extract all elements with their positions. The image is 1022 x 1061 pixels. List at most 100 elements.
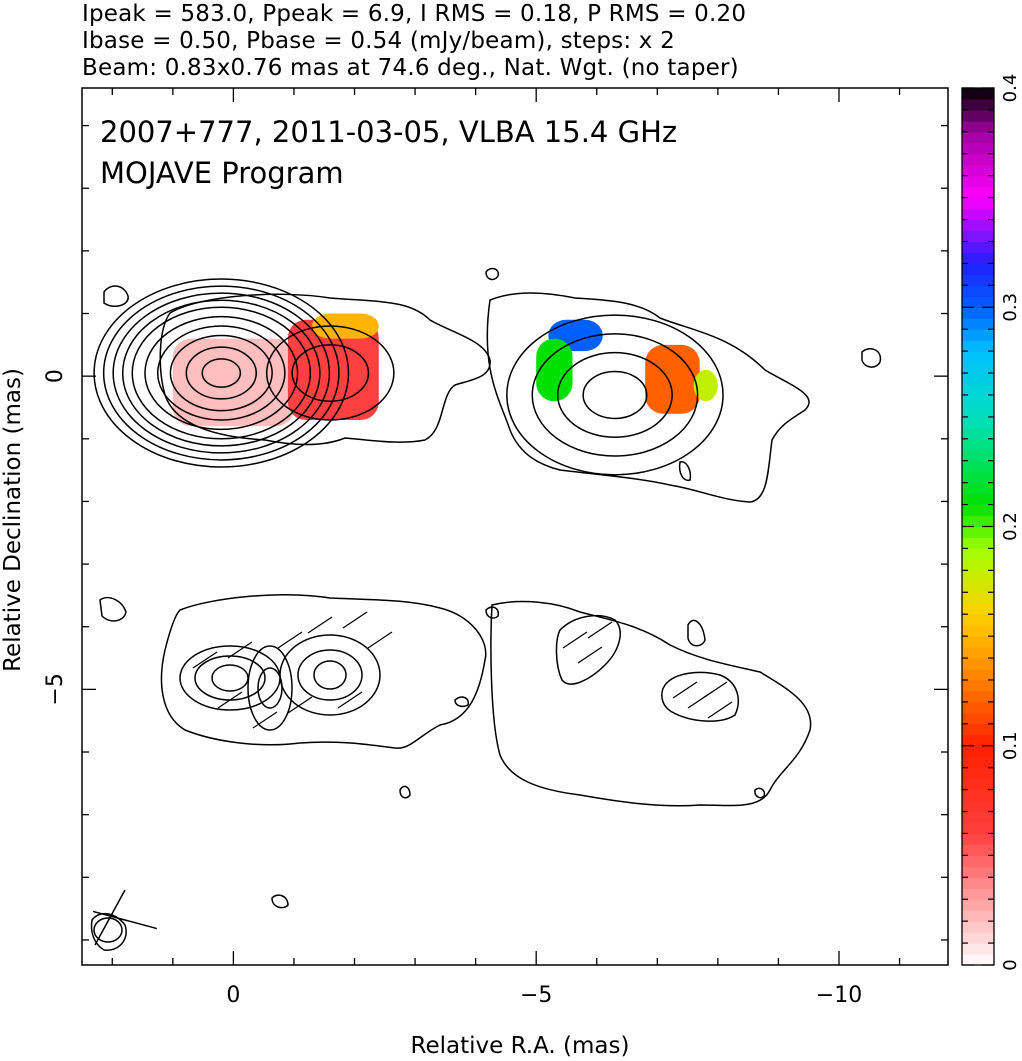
colorbar-step <box>962 669 994 681</box>
colorbar-step <box>962 142 994 155</box>
evpa-tick-16 <box>707 701 733 719</box>
lower-small-2 <box>485 606 500 619</box>
colorbar-step <box>962 603 994 615</box>
colorbar-step <box>962 855 994 867</box>
colorbar-step <box>962 658 994 670</box>
lower-small-9 <box>754 787 766 799</box>
colorbar-step <box>962 438 994 451</box>
colorbar-step <box>962 120 994 133</box>
lower-left-knot-1-mid <box>194 655 266 701</box>
pol-patch-1 <box>287 319 379 421</box>
colorbar-step <box>962 954 994 966</box>
stokes-contour-0-8 <box>102 285 340 461</box>
colorbar-step <box>962 581 994 593</box>
colorbar-step <box>962 833 994 846</box>
colorbar-step <box>962 394 994 407</box>
stokes-contour-0-1 <box>185 346 258 400</box>
beam-cross-a <box>94 889 126 946</box>
pol-patch-4 <box>536 338 573 402</box>
colorbar-step <box>962 131 994 144</box>
stokes-contour-0-5 <box>131 306 312 440</box>
evpa-tick-12 <box>587 621 613 639</box>
colorbar-step <box>962 109 994 122</box>
colorbar-step <box>962 921 994 933</box>
colorbar-step <box>962 383 994 396</box>
colorbar-step <box>962 570 994 582</box>
west-blob-contour <box>861 348 882 368</box>
colorbar-step <box>962 329 994 341</box>
colorbar-step <box>962 471 994 484</box>
colorbar-step <box>962 800 994 813</box>
colorbar-step <box>962 405 994 418</box>
axes-labels: 0 −5 −10 0 −5 <box>43 369 862 1008</box>
lower-small-3 <box>687 619 706 647</box>
colorbar-step <box>962 877 994 889</box>
colorbar-step <box>962 548 994 560</box>
east-blob-contour <box>103 285 129 307</box>
colorbar-step <box>962 910 994 922</box>
colorbar-step <box>962 449 994 462</box>
colorbar-step <box>962 723 994 736</box>
colorbar-step <box>962 296 994 308</box>
header-line-1: Ipeak = 583.0, Ppeak = 6.9, I RMS = 0.18… <box>82 1 747 27</box>
evpa-tick-2 <box>277 631 303 649</box>
colorbar-step <box>962 318 994 330</box>
colorbar-step <box>962 427 994 440</box>
polarization-fraction-layer <box>172 313 718 427</box>
colorbar-step <box>962 767 994 780</box>
colorbar-step <box>962 285 994 297</box>
colorbar-step <box>962 866 994 878</box>
colorbar-step <box>962 362 994 374</box>
colorbar-step <box>962 493 994 506</box>
stokes-contour-0-2 <box>169 334 273 412</box>
lower-left-knot-3-inner <box>313 660 347 690</box>
stokes-contour-1-0 <box>291 344 370 402</box>
colorbar-step <box>962 208 994 221</box>
stokes-contour-0-9 <box>93 278 350 468</box>
stokes-contour-2-0 <box>582 370 648 420</box>
header-line-3: Beam: 0.83x0.76 mas at 74.6 deg., Nat. W… <box>82 55 739 81</box>
pol-patch-0 <box>172 338 294 427</box>
pol-patch-5 <box>645 344 700 414</box>
small-ring-contour <box>485 267 499 281</box>
colorbar-step <box>962 175 994 188</box>
lower-small-1 <box>99 596 127 622</box>
x-axis-label: Relative R.A. (mas) <box>411 1033 630 1059</box>
y-tick-label: 0 <box>43 369 68 383</box>
colorbar-step <box>962 186 994 199</box>
lower-left-knot-3-outer <box>279 634 381 716</box>
colorbar-step <box>962 526 994 539</box>
colorbar-step <box>962 822 994 835</box>
stokes-contour-2-1 <box>556 351 673 438</box>
jet-outer-contour <box>486 292 810 503</box>
evpa-tick-8 <box>287 696 313 714</box>
y-axis-label: Relative Declination (mas) <box>0 368 26 672</box>
colorbar-step <box>962 460 994 473</box>
evpa-tick-1 <box>227 641 253 659</box>
colorbar-step <box>962 811 994 824</box>
beam-cross-b <box>92 910 158 930</box>
colorbar-step <box>962 636 994 648</box>
lower-left-contour <box>160 594 487 749</box>
colorbar-step <box>962 153 994 166</box>
evpa-tick-10 <box>562 631 588 649</box>
x-tick-label: −5 <box>520 983 552 1008</box>
evpa-ticks-layer <box>192 611 733 729</box>
colorbar-tick-label: 0.4 <box>1000 74 1021 103</box>
colorbar-step <box>962 482 994 495</box>
stokes-contour-2-3 <box>506 314 724 476</box>
colorbar-step <box>962 592 994 604</box>
lower-small-5 <box>399 785 411 799</box>
lower-left-knot-3-mid <box>297 649 363 701</box>
colorbar-step <box>962 625 994 637</box>
evpa-tick-4 <box>342 611 368 629</box>
colorbar-step <box>962 416 994 429</box>
lower-left-knot-2-outer <box>247 645 293 731</box>
colorbar-step <box>962 197 994 210</box>
axes-ticks <box>82 88 948 965</box>
evpa-tick-6 <box>217 691 243 709</box>
colorbar-step <box>962 789 994 802</box>
colorbar-step <box>962 888 994 900</box>
colorbar-ticks <box>962 87 994 966</box>
colorbar-step <box>962 537 994 550</box>
